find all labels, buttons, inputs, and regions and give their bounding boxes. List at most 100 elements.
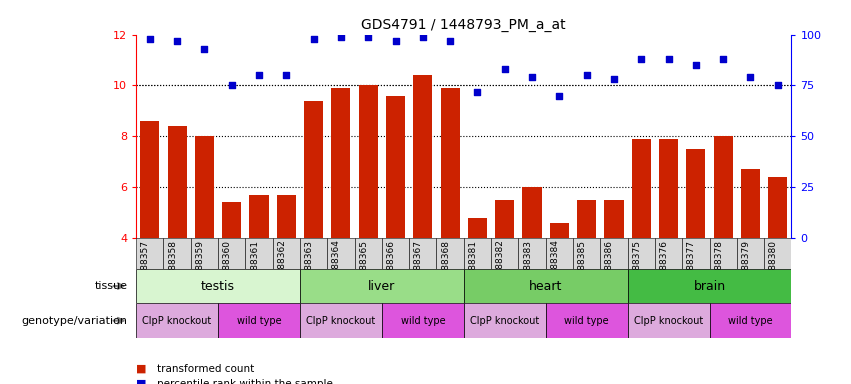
Bar	[468, 218, 487, 238]
Bar	[331, 88, 351, 238]
Text: GSM988383: GSM988383	[523, 240, 532, 295]
Text: GSM988362: GSM988362	[277, 240, 286, 295]
Point	[662, 56, 676, 62]
Bar	[741, 169, 760, 238]
Text: genotype/variation: genotype/variation	[21, 316, 128, 326]
Point	[580, 72, 593, 78]
Text: GSM988385: GSM988385	[578, 240, 586, 295]
Bar	[245, 238, 272, 269]
Bar	[628, 238, 655, 269]
Bar	[168, 126, 186, 238]
Text: percentile rank within the sample: percentile rank within the sample	[157, 379, 334, 384]
Text: GSM988364: GSM988364	[332, 240, 341, 295]
Text: GSM988382: GSM988382	[496, 240, 505, 295]
Bar	[710, 238, 737, 269]
Bar	[714, 136, 733, 238]
Bar	[355, 238, 382, 269]
Bar	[136, 269, 300, 303]
Bar	[464, 238, 491, 269]
Point	[389, 38, 403, 44]
Bar	[277, 195, 296, 238]
Text: ClpP knockout: ClpP knockout	[142, 316, 212, 326]
Text: GSM988380: GSM988380	[768, 240, 778, 295]
Point	[689, 62, 703, 68]
Bar	[655, 238, 683, 269]
Text: GSM988379: GSM988379	[741, 240, 751, 295]
Text: wild type: wild type	[728, 316, 773, 326]
Bar	[464, 303, 545, 338]
Bar	[686, 149, 705, 238]
Point	[252, 72, 266, 78]
Point	[635, 56, 648, 62]
Bar	[414, 75, 432, 238]
Bar	[464, 269, 627, 303]
Text: heart: heart	[529, 280, 563, 293]
Text: GSM988376: GSM988376	[660, 240, 669, 295]
Bar	[249, 195, 269, 238]
Bar	[491, 238, 518, 269]
Bar	[545, 303, 627, 338]
Text: GSM988377: GSM988377	[687, 240, 696, 295]
Text: transformed count: transformed count	[157, 364, 254, 374]
Point	[771, 83, 785, 89]
Text: GSM988359: GSM988359	[196, 240, 204, 295]
Bar	[545, 238, 573, 269]
Point	[225, 83, 238, 89]
Bar	[441, 88, 460, 238]
Text: ClpP knockout: ClpP knockout	[634, 316, 703, 326]
Bar	[604, 200, 624, 238]
Text: ■: ■	[136, 364, 146, 374]
Bar	[163, 238, 191, 269]
Point	[143, 36, 157, 42]
Text: wild type: wild type	[564, 316, 609, 326]
Point	[717, 56, 730, 62]
Bar	[136, 238, 163, 269]
Bar	[300, 238, 328, 269]
Point	[607, 76, 620, 83]
Point	[498, 66, 511, 72]
Text: ClpP knockout: ClpP knockout	[306, 316, 375, 326]
Point	[307, 36, 321, 42]
Text: tissue: tissue	[94, 281, 128, 291]
Text: GSM988384: GSM988384	[551, 240, 559, 295]
Bar	[382, 303, 464, 338]
Text: GSM988358: GSM988358	[168, 240, 177, 295]
Point	[170, 38, 184, 44]
Bar	[222, 202, 242, 238]
Text: ■: ■	[136, 379, 146, 384]
Point	[525, 74, 539, 80]
Point	[279, 72, 293, 78]
Bar	[195, 136, 214, 238]
Text: GSM988375: GSM988375	[632, 240, 642, 295]
Text: GSM988357: GSM988357	[140, 240, 150, 295]
Bar	[495, 200, 514, 238]
Point	[197, 46, 211, 52]
Bar	[136, 303, 218, 338]
Bar	[304, 101, 323, 238]
Bar	[628, 303, 710, 338]
Text: ClpP knockout: ClpP knockout	[470, 316, 540, 326]
Bar	[768, 177, 787, 238]
Bar	[573, 238, 600, 269]
Point	[416, 33, 430, 40]
Bar	[577, 200, 597, 238]
Bar	[358, 86, 378, 238]
Bar	[409, 238, 437, 269]
Bar	[737, 238, 764, 269]
Text: wild type: wild type	[401, 316, 445, 326]
Bar	[218, 303, 300, 338]
Text: GSM988386: GSM988386	[605, 240, 614, 295]
Text: testis: testis	[201, 280, 235, 293]
Text: wild type: wild type	[237, 316, 282, 326]
Bar	[659, 139, 678, 238]
Point	[443, 38, 457, 44]
Text: GSM988363: GSM988363	[305, 240, 314, 295]
Point	[362, 33, 375, 40]
Bar	[437, 238, 464, 269]
Point	[334, 33, 348, 40]
Bar	[300, 269, 464, 303]
Bar	[382, 238, 409, 269]
Bar	[710, 303, 791, 338]
Text: GSM988378: GSM988378	[714, 240, 723, 295]
Text: GSM988381: GSM988381	[468, 240, 477, 295]
